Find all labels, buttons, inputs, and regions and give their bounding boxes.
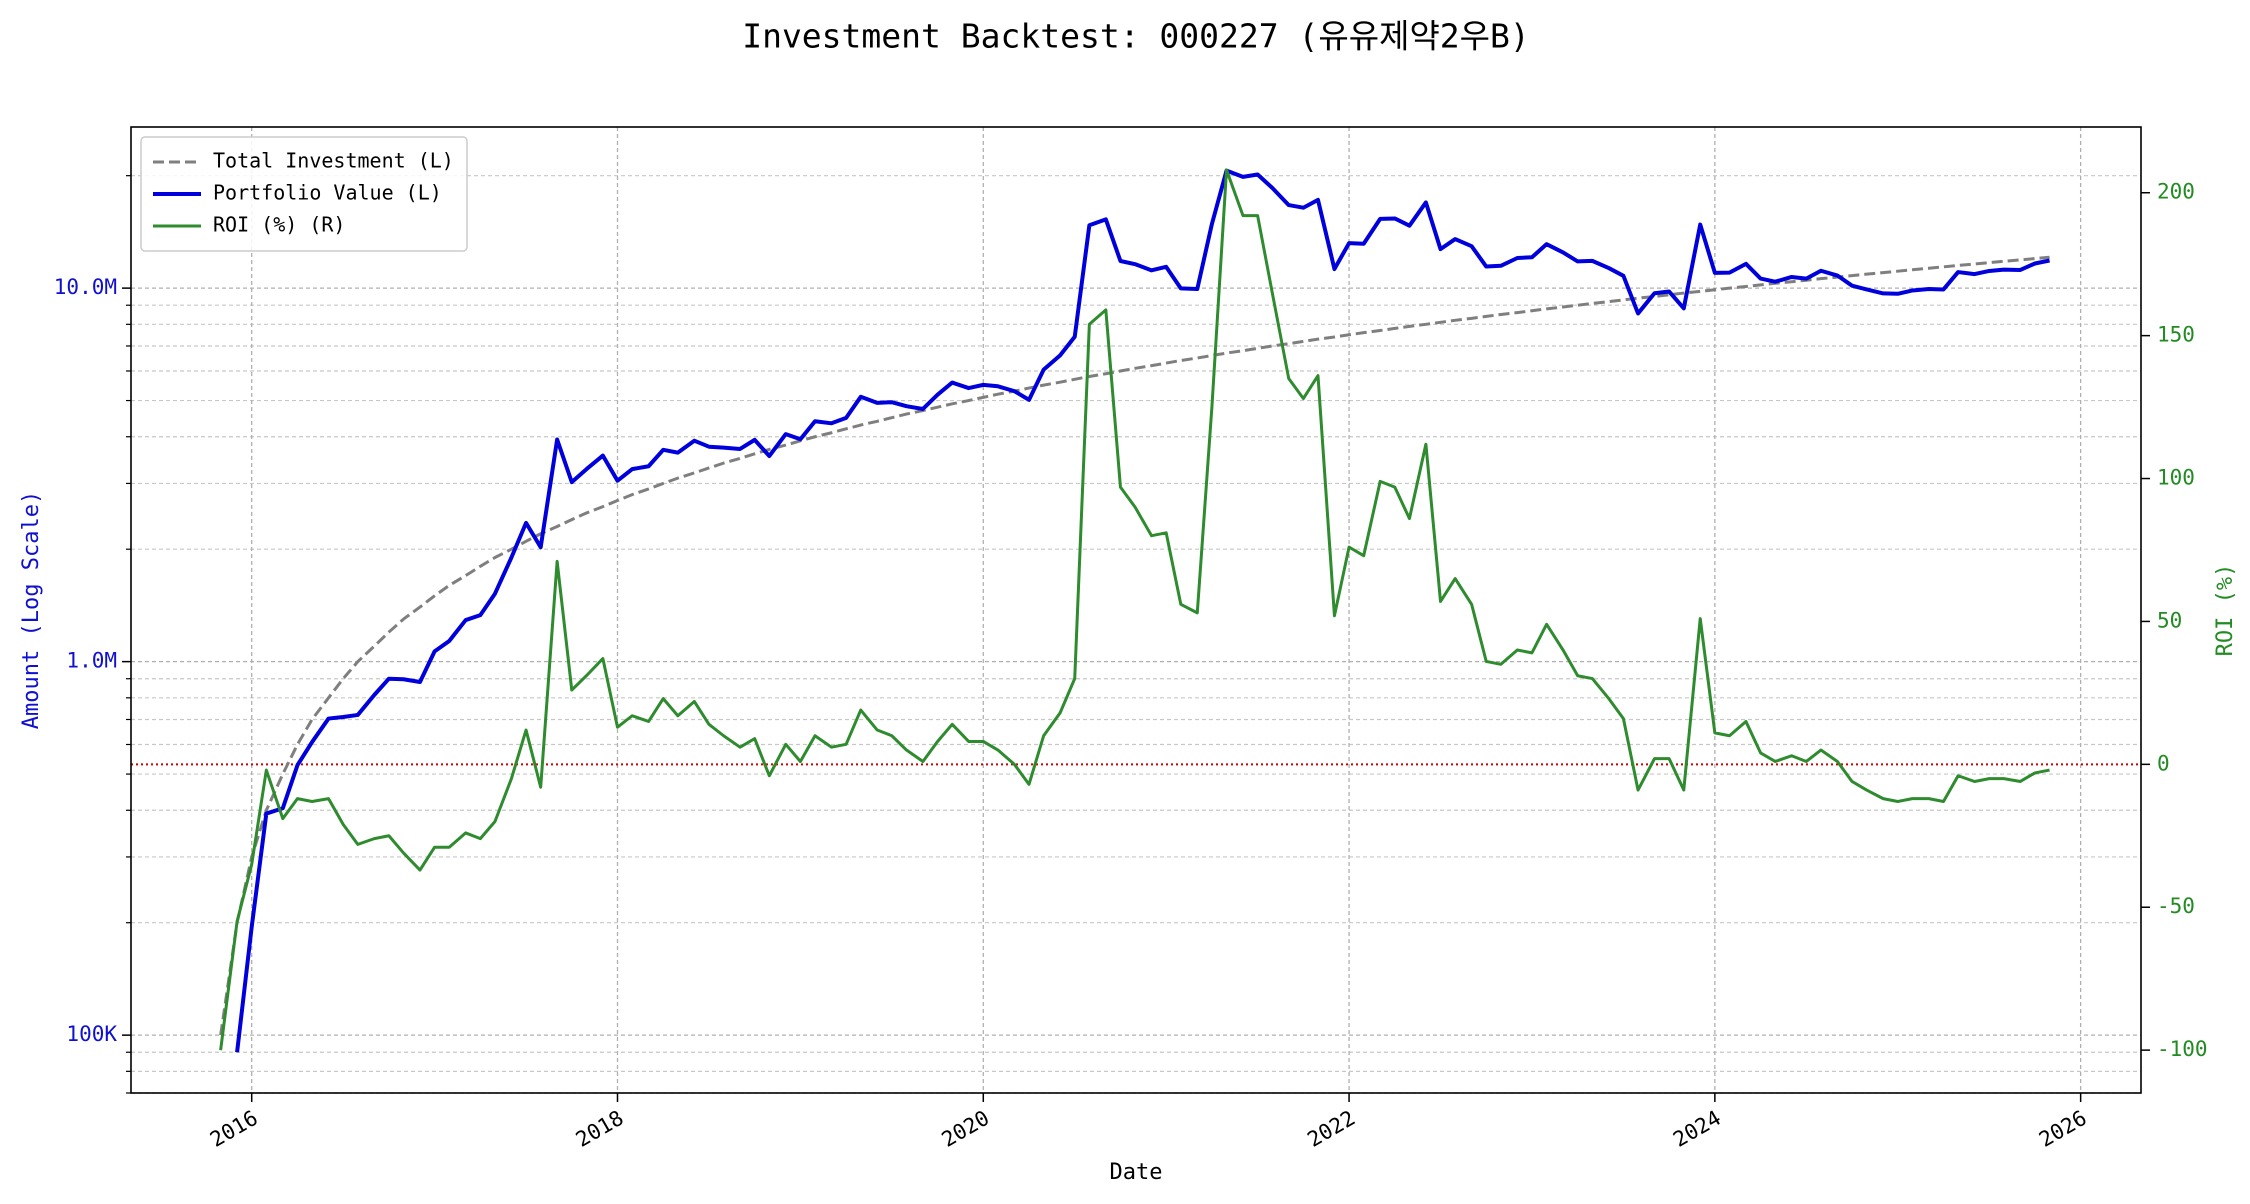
y2-tick-label: 50	[2157, 608, 2182, 632]
y-tick-label: 10.0M	[54, 275, 117, 299]
plot-area	[219, 168, 2050, 1053]
y-axis-label: Amount (Log Scale)	[19, 491, 44, 729]
plot-frame	[130, 126, 2142, 1094]
y2-tick-label: 200	[2157, 180, 2195, 204]
y2-tick-label: 100	[2157, 466, 2195, 490]
legend-label: Total Investment (L)	[213, 149, 454, 173]
legend-label: ROI (%) (R)	[213, 213, 345, 237]
y2-axis-label: ROI (%)	[2213, 564, 2238, 657]
y2-tick-label: 150	[2157, 323, 2195, 347]
series-line	[235, 168, 2050, 1053]
y-tick-label: 1.0M	[66, 649, 117, 673]
y2-tick-label: 0	[2157, 751, 2170, 775]
series-line	[219, 255, 2050, 1036]
x-axis-label: Date	[1110, 1160, 1163, 1185]
y2-tick-label: -50	[2157, 894, 2195, 918]
series-line	[219, 168, 2050, 1051]
legend-label: Portfolio Value (L)	[213, 181, 442, 205]
legend-box	[140, 136, 468, 252]
chart-title: Investment Backtest: 000227 (유유제약2우B)	[742, 17, 1530, 56]
y-tick-label: 100K	[66, 1022, 117, 1046]
y2-tick-label: -100	[2157, 1037, 2208, 1061]
